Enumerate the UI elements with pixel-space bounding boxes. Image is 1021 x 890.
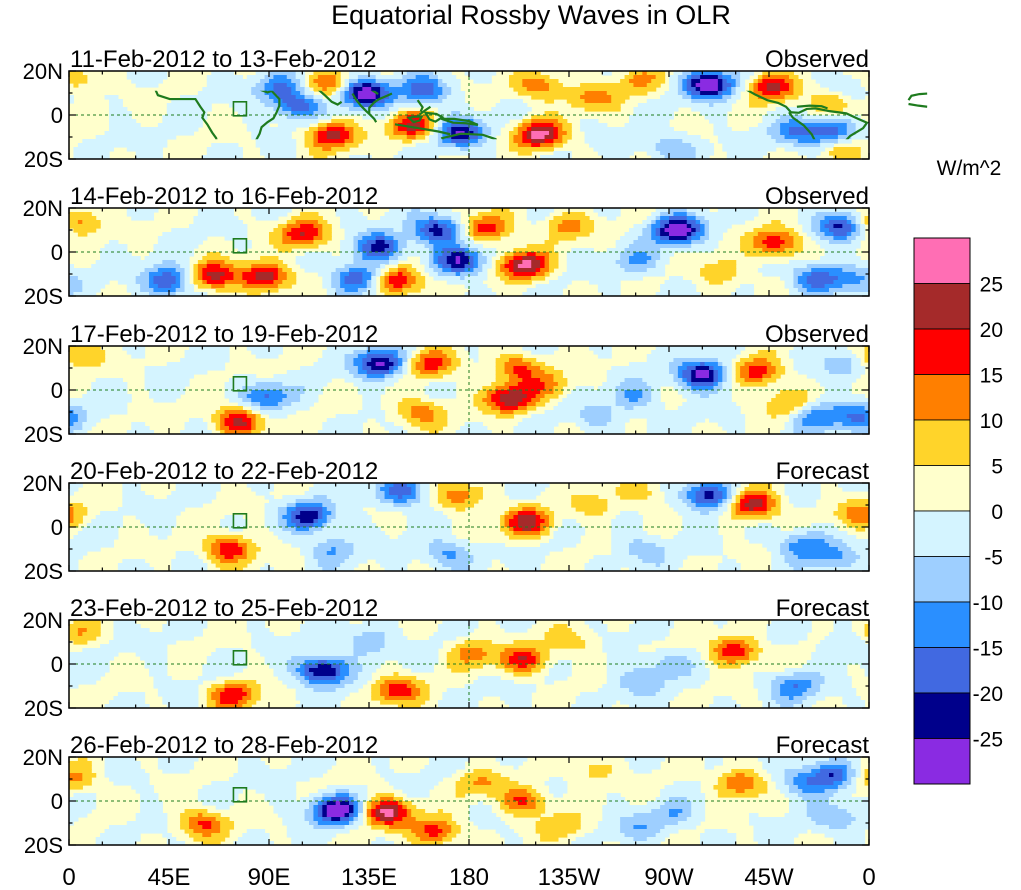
panel-5: 20N 0 20S 23-Feb-2012 to 25-Feb-2012 Forecas… [23,595,870,721]
colorbar-swatch [913,419,971,466]
x-tick-label: 45W [744,864,794,890]
panel-date-range: 23-Feb-2012 to 25-Feb-2012 [70,595,378,622]
panel-status: Observed [765,46,869,73]
y-tick-label: 20S [24,559,63,584]
panel-status: Forecast [776,458,870,485]
y-tick-label: 20N [23,59,63,84]
colorbar-units-label: W/m^2 [937,157,1002,180]
colorbar-swatch [913,374,971,421]
y-tick-label: 20N [23,334,63,359]
panel-status: Observed [765,183,869,210]
colorbar-level-label: -15 [973,638,1003,661]
y-tick-label: 20S [24,147,63,172]
y-tick-label: 20S [24,833,63,858]
panel-2: 20N 0 20S 14-Feb-2012 to 16-Feb-2012 Observe… [23,183,870,309]
colorbar-level-label: 15 [980,365,1003,388]
panel-date-range: 26-Feb-2012 to 28-Feb-2012 [70,732,378,759]
chart-title: Equatorial Rossby Waves in OLR [331,0,731,30]
colorbar-level-label: 20 [980,319,1003,342]
panel-status: Observed [765,321,869,348]
colorbar-level-label: -25 [973,729,1003,752]
colorbar-level-label: 0 [991,501,1003,524]
region-box [232,238,248,254]
coastlines [155,70,927,154]
colorbar-swatch [913,465,971,512]
colorbar-level-label: -10 [973,592,1003,615]
colorbar-swatch [913,237,971,284]
colorbar-level-label: -5 [984,547,1003,570]
y-tick-label: 0 [51,103,63,128]
x-tick-label: 45E [148,864,191,890]
colorbar-swatch [913,283,971,330]
x-tick-label: 135W [538,864,601,890]
x-tick-label: 0 [62,864,75,890]
x-tick-label: 90E [248,864,291,890]
x-tick-label: 0 [862,864,875,890]
colorbar: 25 20 15 10 5 0 -5 -10 -15 -20 -25 [913,237,1003,785]
panel-3: 20N 0 20S 17-Feb-2012 to 19-Feb-2012 Observe… [23,321,870,447]
panel-date-range: 11-Feb-2012 to 13-Feb-2012 [70,46,376,73]
x-tick-label: 90W [644,864,694,890]
colorbar-swatch [913,556,971,603]
y-tick-label: 20S [24,284,63,309]
colorbar-swatch [913,692,971,739]
region-box [232,512,248,529]
panel-4: 20N 0 20S 20-Feb-2012 to 22-Feb-2012 Forecas… [23,458,870,584]
y-tick-label: 0 [51,515,63,540]
colorbar-swatch [913,738,971,785]
panel-date-range: 17-Feb-2012 to 19-Feb-2012 [70,321,378,348]
y-tick-label: 0 [51,652,63,677]
x-tick-label: 135E [341,864,397,890]
panel-6: 20N 0 20S 26-Feb-2012 to 28-Feb-2012 Forecas… [23,732,870,858]
colorbar-swatch [913,647,971,694]
colorbar-swatch [913,328,971,375]
y-tick-label: 0 [51,240,63,265]
y-tick-label: 20S [24,422,63,447]
colorbar-level-label: 25 [980,274,1003,297]
region-box [232,375,248,392]
region-box [232,786,248,803]
colorbar-level-label: -20 [973,683,1003,706]
region-box [232,649,248,666]
y-tick-label: 20N [23,196,63,221]
y-tick-label: 20N [23,745,63,770]
x-tick-label: 180 [449,864,489,890]
colorbar-swatch [913,510,971,557]
y-tick-label: 0 [51,378,63,403]
x-axis: 0 45E 90E 135E 180 135W 90W 45W 0 [62,864,875,890]
panel-1: 20N 0 20S 11-Feb-2012 to 13-Feb-2012 Observe… [23,46,928,172]
region-box [232,101,248,117]
panel-group: 20N 0 20S 11-Feb-2012 to 13-Feb-2012 Observe… [23,46,928,858]
panel-status: Forecast [776,732,870,759]
colorbar-level-label: 5 [991,456,1003,479]
colorbar-frame [913,237,971,785]
colorbar-level-label: 10 [980,410,1003,433]
panel-date-range: 14-Feb-2012 to 16-Feb-2012 [70,183,378,210]
y-tick-label: 20S [24,696,63,721]
panel-date-range: 20-Feb-2012 to 22-Feb-2012 [70,458,378,485]
y-tick-label: 0 [51,789,63,814]
y-tick-label: 20N [23,608,63,633]
colorbar-swatch [913,601,971,648]
y-tick-label: 20N [23,471,63,496]
panel-status: Forecast [776,595,870,622]
